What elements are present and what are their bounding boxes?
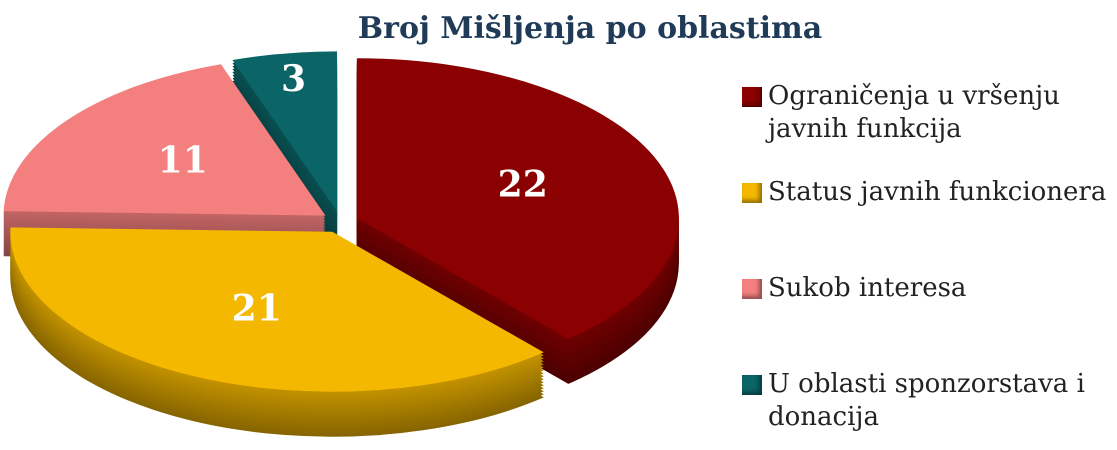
data-label: 3 xyxy=(281,58,306,100)
legend-item: Ograničenja u vršenju javnih funkcija xyxy=(742,80,1114,146)
legend-label: Status javnih funkcionera xyxy=(768,177,1107,207)
slice-top xyxy=(356,58,679,339)
legend-label: Sukob interesa xyxy=(768,273,967,303)
legend-swatch xyxy=(742,279,762,299)
legend-item: U oblasti sponzorstava i donacija xyxy=(742,368,1114,434)
data-label: 11 xyxy=(158,139,208,181)
legend-swatch xyxy=(742,375,762,395)
chart-title: Broj Mišljenja po oblastima xyxy=(358,11,822,46)
legend-item: Sukob interesa xyxy=(742,272,1114,305)
legend-swatch xyxy=(742,183,762,203)
slice xyxy=(3,64,326,261)
slice-top xyxy=(232,51,338,212)
slice xyxy=(10,227,544,437)
slice-top xyxy=(10,227,544,392)
slice-top xyxy=(3,64,326,216)
legend-label: U oblasti sponzorstava i donacija xyxy=(768,369,1085,432)
legend-item: Status javnih funkcionera xyxy=(742,176,1114,209)
slice xyxy=(356,58,679,384)
data-label: 22 xyxy=(498,163,548,205)
legend-swatch xyxy=(742,87,762,107)
data-label: 21 xyxy=(232,287,282,329)
legend-label: Ograničenja u vršenju javnih funkcija xyxy=(768,81,1060,144)
